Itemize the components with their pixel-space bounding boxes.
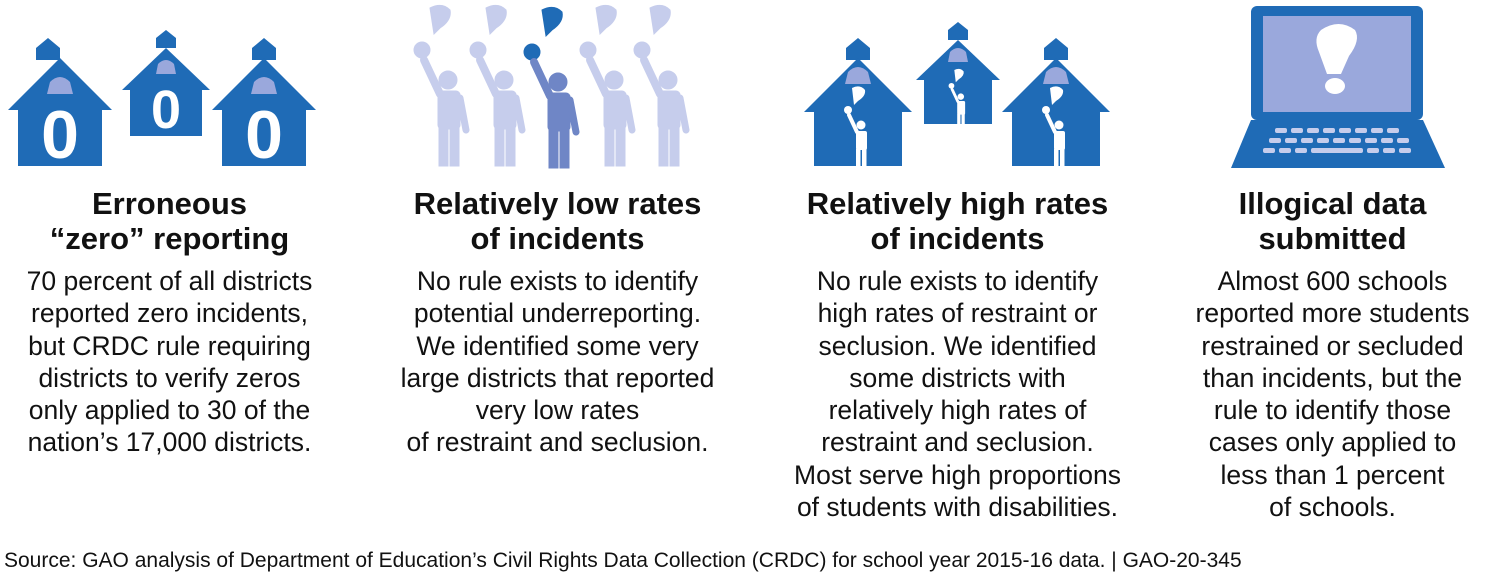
schoolhouses-with-students-icon	[804, 22, 1110, 169]
panel-title: Illogical data submitted	[1238, 186, 1427, 256]
panel-illogical-data: Illogical data submitted Almost 600 scho…	[1145, 0, 1501, 540]
person-icon	[414, 5, 466, 166]
exclamation-icon	[1316, 24, 1357, 94]
svg-text:0: 0	[245, 97, 283, 170]
person-highlighted-body	[530, 58, 580, 169]
people-raising-hands-icon	[408, 2, 708, 170]
schoolhouse-icon	[1002, 38, 1110, 169]
panel-title: Relatively low rates of incidents	[413, 186, 702, 256]
panel-zero-reporting: 0 0 0 Erroneous “zero” reporting 70 perc…	[0, 0, 357, 540]
panel-high-rates: Relatively high rates of incidents No ru…	[770, 0, 1145, 540]
laptop-exclamation-icon	[1231, 6, 1445, 168]
schoolhouse-icon: 0	[212, 38, 316, 170]
panel-description: No rule exists to identify potential und…	[400, 266, 715, 458]
panel-description: No rule exists to identify high rates of…	[794, 266, 1121, 523]
schoolhouse-icon: 0	[8, 38, 112, 170]
schoolhouse-icon	[804, 38, 912, 169]
panel-low-rates: Relatively low rates of incidents No rul…	[370, 0, 745, 540]
person-icon	[580, 5, 632, 166]
zero-schoolhouses-icon: 0 0 0	[8, 30, 316, 170]
person-icon	[470, 5, 522, 166]
panel-description: Almost 600 schools reported more student…	[1195, 266, 1470, 523]
svg-text:0: 0	[41, 97, 79, 170]
panel-title: Erroneous “zero” reporting	[49, 186, 290, 256]
source-note: Source: GAO analysis of Department of Ed…	[4, 549, 1242, 572]
svg-text:0: 0	[151, 80, 181, 140]
schoolhouse-icon	[916, 22, 1000, 129]
panel-title: Relatively high rates of incidents	[806, 186, 1109, 256]
keyboard-keys	[1263, 128, 1411, 153]
person-icon	[634, 5, 686, 166]
person-highlighted-icon	[523, 6, 563, 61]
schoolhouse-icon: 0	[122, 30, 210, 140]
panel-description: 70 percent of all districts reported zer…	[26, 266, 313, 458]
